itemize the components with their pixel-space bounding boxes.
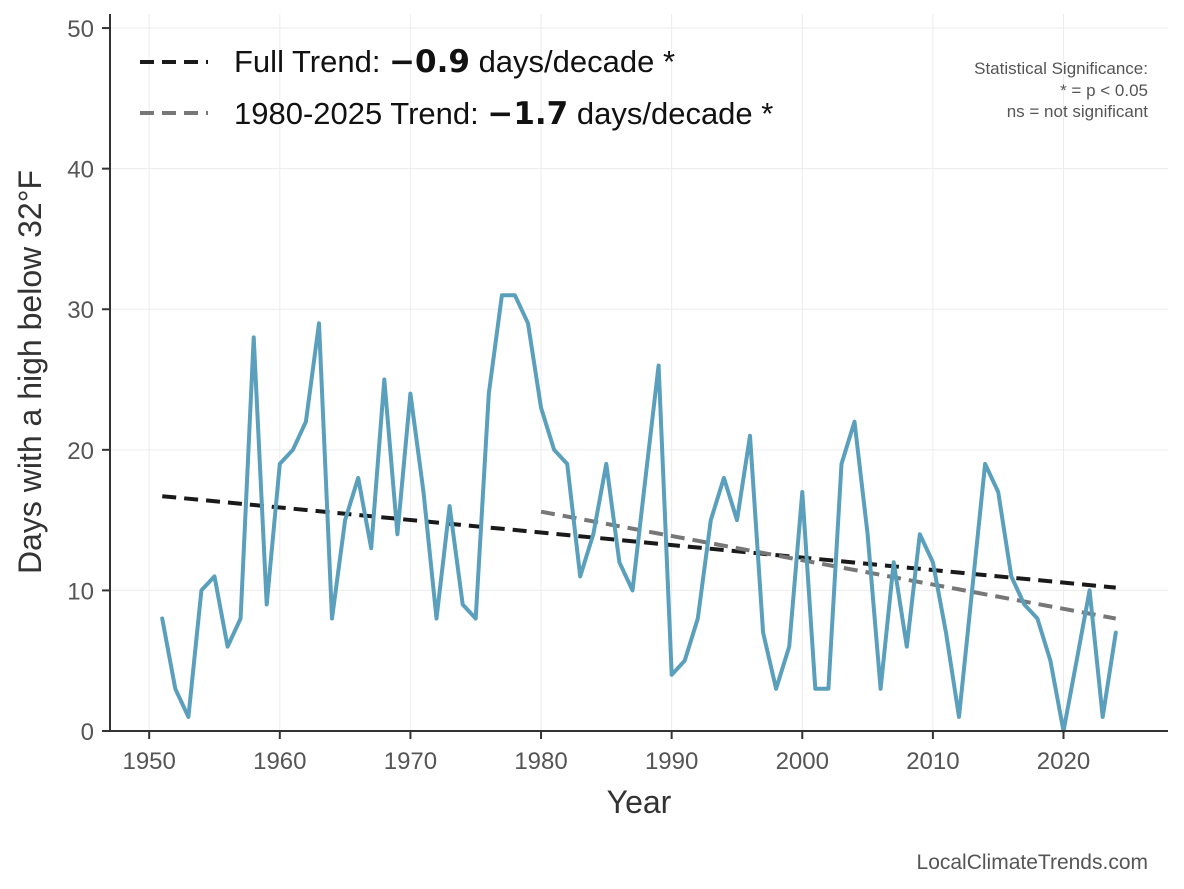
trend-lines [162,494,1117,621]
grid-lines [110,14,1168,732]
significance-note: Statistical Significance: * = p < 0.05 n… [974,59,1148,121]
x-tick-label-1950: 1950 [122,748,175,775]
series-line-days-below-32f [160,293,1118,733]
x-axis-ticks: 1950 1960 1970 1980 1990 2000 2010 2020 [122,731,1090,775]
y-axis-ticks: 0 10 20 30 40 50 [67,16,110,746]
significance-title: Statistical Significance: [974,59,1148,78]
y-tick-label-10: 10 [67,578,94,605]
x-tick-label-1970: 1970 [384,748,437,775]
y-axis-title: Days with a high below 32°F [12,170,48,574]
x-tick-label-1990: 1990 [645,748,698,775]
trend-line-1980-2025 [540,509,1117,621]
legend: Full Trend: −0.9 days/decade * 1980-2025… [140,44,773,132]
y-tick-label-50: 50 [67,16,94,43]
source-credit: LocalClimateTrends.com [917,851,1148,874]
significance-line-1: * = p < 0.05 [1060,81,1148,100]
axes [109,14,1168,732]
x-tick-label-2000: 2000 [776,748,829,775]
y-tick-label-40: 40 [67,157,94,184]
x-tick-label-1960: 1960 [253,748,306,775]
x-tick-label-1980: 1980 [514,748,567,775]
x-axis-title: Year [607,784,672,820]
significance-line-2: ns = not significant [1007,102,1149,121]
legend-label-1980-2025-trend: 1980-2025 Trend: −1.7 days/decade * [234,96,773,132]
x-tick-label-2020: 2020 [1037,748,1090,775]
trend-line-full [162,494,1116,590]
y-tick-label-0: 0 [81,719,94,746]
legend-label-full-trend: Full Trend: −0.9 days/decade * [234,44,675,80]
x-tick-label-2010: 2010 [906,748,959,775]
y-tick-label-30: 30 [67,297,94,324]
y-tick-label-20: 20 [67,438,94,465]
